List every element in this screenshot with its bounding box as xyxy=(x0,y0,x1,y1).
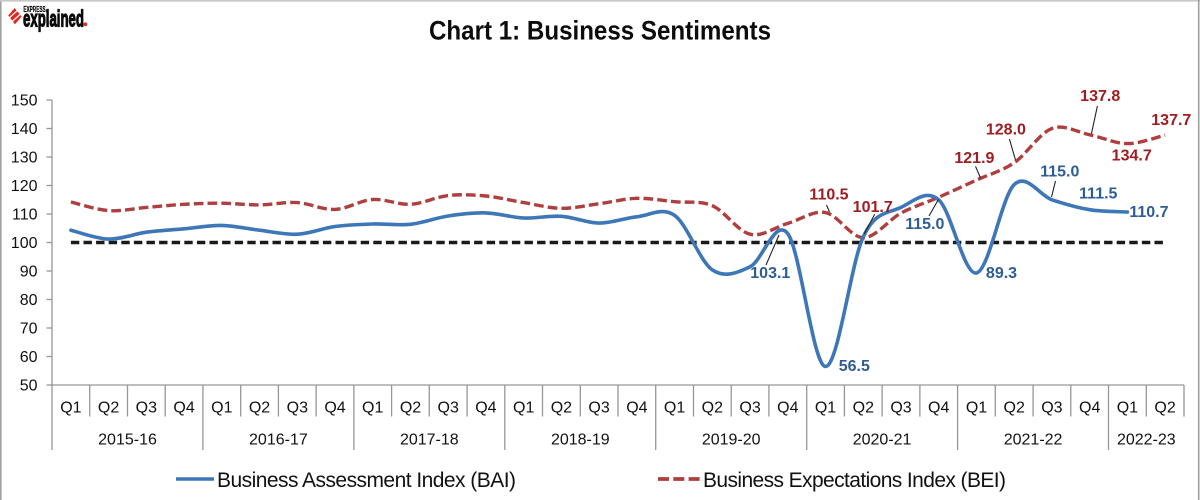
svg-text:150: 150 xyxy=(11,93,38,110)
svg-text:137.7: 137.7 xyxy=(1151,112,1191,129)
svg-text:90: 90 xyxy=(20,264,38,281)
svg-text:2019-20: 2019-20 xyxy=(702,432,761,449)
svg-text:2015-16: 2015-16 xyxy=(98,432,157,449)
svg-text:100: 100 xyxy=(11,235,38,252)
svg-text:Q1: Q1 xyxy=(362,399,383,416)
svg-text:2021-22: 2021-22 xyxy=(1004,432,1063,449)
svg-text:Q3: Q3 xyxy=(890,399,911,416)
svg-text:Q2: Q2 xyxy=(853,399,874,416)
svg-text:Q4: Q4 xyxy=(928,399,949,416)
svg-text:2018-19: 2018-19 xyxy=(551,432,610,449)
svg-text:2022-23: 2022-23 xyxy=(1117,432,1176,449)
svg-text:Q2: Q2 xyxy=(400,399,421,416)
svg-text:134.7: 134.7 xyxy=(1112,147,1152,164)
svg-text:Q1: Q1 xyxy=(815,399,836,416)
svg-text:Q2: Q2 xyxy=(98,399,119,416)
svg-text:Q3: Q3 xyxy=(438,399,459,416)
svg-text:101.7: 101.7 xyxy=(853,199,893,216)
svg-text:Q1: Q1 xyxy=(1117,399,1138,416)
svg-text:EXPRESS.: EXPRESS. xyxy=(23,5,47,14)
svg-text:Q1: Q1 xyxy=(60,399,81,416)
svg-text:128.0: 128.0 xyxy=(986,122,1026,139)
svg-text:Q4: Q4 xyxy=(173,399,194,416)
svg-text:Q4: Q4 xyxy=(1079,399,1100,416)
svg-text:70: 70 xyxy=(20,321,38,338)
svg-text:Q2: Q2 xyxy=(1154,399,1175,416)
svg-text:Q3: Q3 xyxy=(136,399,157,416)
svg-text:Q2: Q2 xyxy=(249,399,270,416)
svg-text:115.0: 115.0 xyxy=(905,216,944,233)
svg-text:Q1: Q1 xyxy=(966,399,987,416)
svg-text:103.1: 103.1 xyxy=(750,265,790,282)
svg-text:2016-17: 2016-17 xyxy=(249,432,308,449)
svg-text:140: 140 xyxy=(11,121,38,138)
svg-text:60: 60 xyxy=(20,349,38,366)
svg-text:110: 110 xyxy=(12,207,38,224)
svg-text:Q1: Q1 xyxy=(513,399,534,416)
svg-text:137.8: 137.8 xyxy=(1080,88,1120,105)
svg-text:Q4: Q4 xyxy=(626,399,647,416)
svg-text:2020-21: 2020-21 xyxy=(853,432,912,449)
svg-text:Q2: Q2 xyxy=(1004,399,1025,416)
svg-text:Q1: Q1 xyxy=(211,399,232,416)
svg-text:Chart 1: Business Sentiments: Chart 1: Business Sentiments xyxy=(429,16,771,46)
svg-text:Q4: Q4 xyxy=(777,399,798,416)
svg-text:Q3: Q3 xyxy=(588,399,609,416)
svg-text:Q2: Q2 xyxy=(551,399,572,416)
svg-text:56.5: 56.5 xyxy=(839,358,870,375)
svg-text:110.5: 110.5 xyxy=(809,186,848,203)
svg-text:110.7: 110.7 xyxy=(1129,204,1168,221)
svg-text:89.3: 89.3 xyxy=(986,265,1017,282)
svg-text:2017-18: 2017-18 xyxy=(400,432,459,449)
svg-text:130: 130 xyxy=(11,150,38,167)
svg-text:Q4: Q4 xyxy=(324,399,345,416)
svg-text:Q3: Q3 xyxy=(739,399,760,416)
svg-text:80: 80 xyxy=(20,292,38,309)
svg-text:121.9: 121.9 xyxy=(954,150,994,167)
svg-text:Business Assessment Index (BAI: Business Assessment Index (BAI) xyxy=(217,469,516,492)
svg-text:50: 50 xyxy=(20,378,38,395)
svg-text:Q4: Q4 xyxy=(475,399,496,416)
svg-text:Q3: Q3 xyxy=(1041,399,1062,416)
svg-text:Q2: Q2 xyxy=(702,399,723,416)
svg-text:115.0: 115.0 xyxy=(1040,164,1079,181)
svg-text:Q1: Q1 xyxy=(664,399,685,416)
svg-text:Business Expectations Index (B: Business Expectations Index (BEI) xyxy=(703,469,1006,492)
svg-text:explained: explained xyxy=(23,6,84,32)
svg-text:120: 120 xyxy=(11,178,38,195)
svg-text:Q3: Q3 xyxy=(287,399,308,416)
svg-text:111.5: 111.5 xyxy=(1079,185,1117,202)
